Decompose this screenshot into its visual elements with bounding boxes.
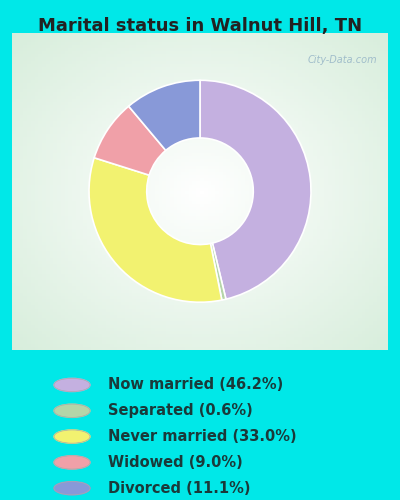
- Circle shape: [54, 430, 90, 443]
- Text: Widowed (9.0%): Widowed (9.0%): [108, 455, 243, 470]
- Text: Marital status in Walnut Hill, TN: Marital status in Walnut Hill, TN: [38, 18, 362, 36]
- Wedge shape: [94, 106, 166, 175]
- Text: Never married (33.0%): Never married (33.0%): [108, 429, 297, 444]
- Circle shape: [54, 404, 90, 417]
- Text: Now married (46.2%): Now married (46.2%): [108, 378, 283, 392]
- Circle shape: [54, 482, 90, 495]
- Wedge shape: [129, 80, 200, 150]
- Circle shape: [54, 456, 90, 469]
- Wedge shape: [89, 158, 222, 302]
- Circle shape: [54, 378, 90, 392]
- Wedge shape: [210, 243, 226, 300]
- Text: Divorced (11.1%): Divorced (11.1%): [108, 480, 250, 496]
- Text: Separated (0.6%): Separated (0.6%): [108, 404, 253, 418]
- Wedge shape: [200, 80, 311, 299]
- Text: City-Data.com: City-Data.com: [307, 54, 377, 64]
